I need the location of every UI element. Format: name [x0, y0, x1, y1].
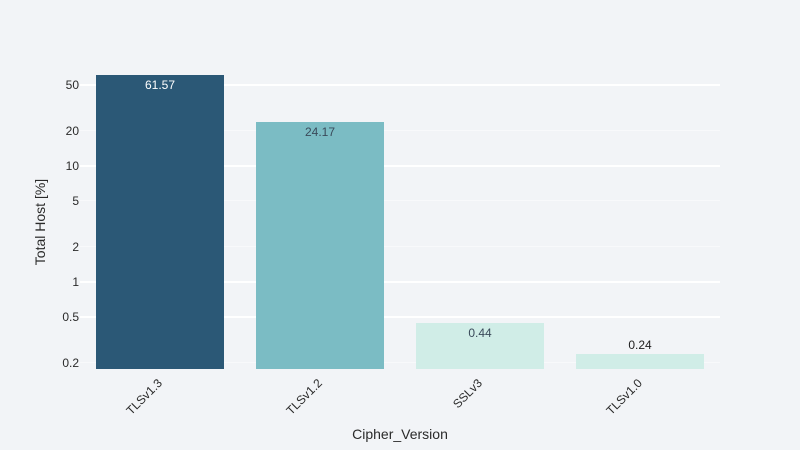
bar-tlsv10	[576, 353, 704, 369]
bar-value-label: 0.44	[468, 326, 492, 341]
gridline	[80, 246, 720, 248]
bar-tlsv13	[96, 74, 224, 369]
y-tick-label: 2	[72, 240, 79, 255]
y-tick-label: 50	[65, 78, 79, 92]
gridline	[80, 84, 720, 86]
gridline	[80, 130, 720, 132]
y-tick-label: 10	[65, 159, 79, 174]
y-axis-label: Total Host [%]	[32, 178, 48, 266]
y-tick-label: 1	[72, 275, 79, 290]
bar-sslv3	[416, 323, 544, 369]
y-tick-label: 20	[65, 124, 79, 139]
bar-value-label: 61.57	[144, 77, 176, 92]
y-tick-label: 5	[72, 194, 79, 208]
gridline	[80, 362, 720, 364]
x-axis-label: Cipher_Version	[352, 426, 448, 442]
gridline	[80, 200, 720, 201]
bar-tlsv12	[256, 121, 384, 369]
y-tick-label: 0.2	[62, 356, 79, 371]
gridline	[80, 165, 720, 168]
bar-value-label: 24.17	[304, 124, 336, 139]
gridline	[80, 316, 720, 318]
gridline	[80, 281, 720, 284]
bar-value-label: 0.24	[628, 337, 652, 352]
y-tick-label: 0.5	[62, 310, 79, 324]
